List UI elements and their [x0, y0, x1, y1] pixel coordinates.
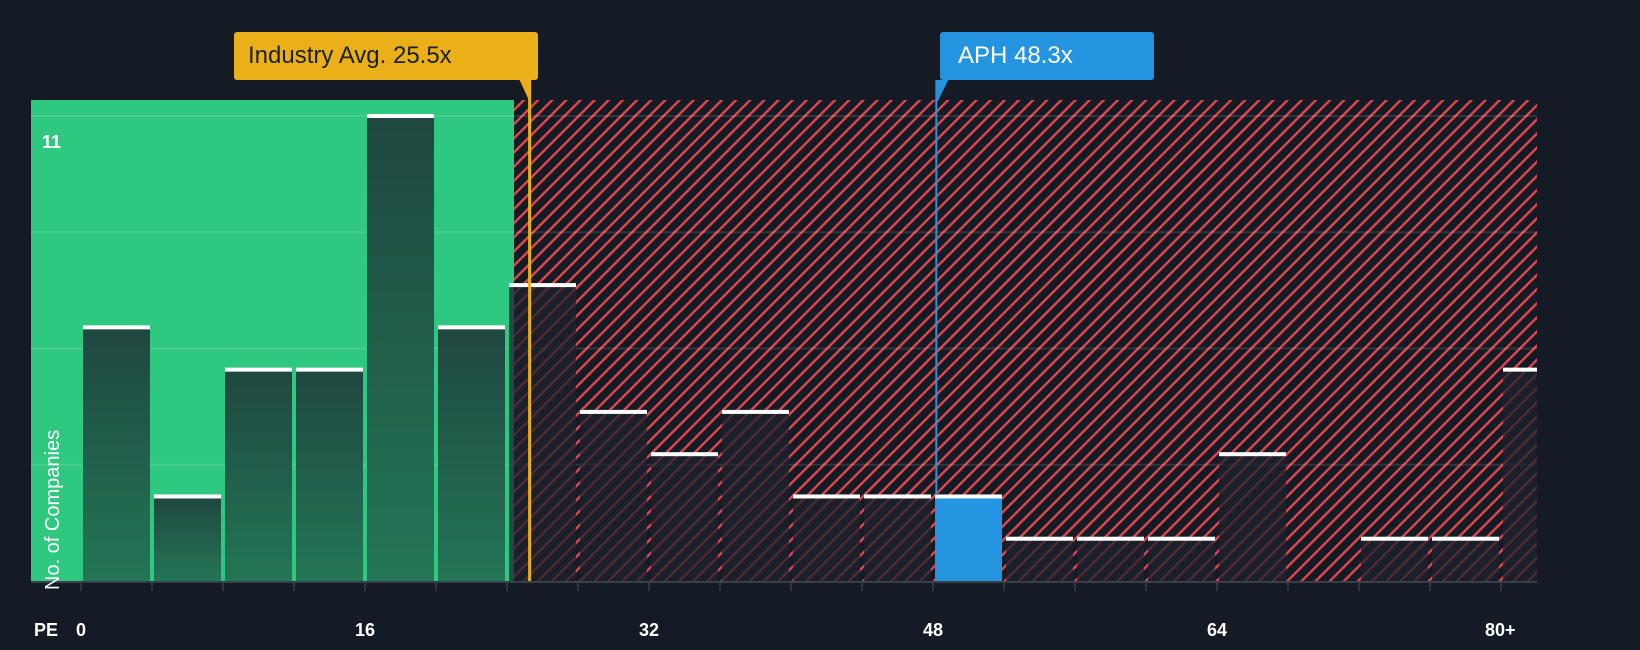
histogram-bar	[438, 327, 505, 581]
bar-cap	[225, 367, 292, 372]
histogram-bar	[793, 496, 860, 581]
bar-cap	[1006, 536, 1073, 541]
bar-cap	[1361, 536, 1428, 541]
marker-lines	[519, 80, 949, 581]
bar-cap	[864, 494, 931, 499]
bar-cap	[438, 325, 505, 330]
histogram-bar	[367, 116, 434, 581]
histogram-bar	[296, 369, 363, 581]
histogram-bar	[225, 369, 292, 581]
bar-cap	[367, 114, 434, 118]
bar-cap	[935, 494, 1002, 499]
bar-cap	[83, 325, 150, 330]
histogram-bar	[1432, 538, 1499, 581]
bar-cap	[793, 494, 860, 499]
industry-label-pointer	[519, 80, 531, 104]
aph-label-pointer	[936, 80, 949, 104]
histogram-bar	[1219, 454, 1286, 581]
x-tick-label: 16	[355, 620, 376, 640]
y-max-label: 11	[42, 132, 62, 152]
bar-cap	[1148, 536, 1215, 541]
x-tick-label: 80+	[1485, 620, 1516, 640]
histogram-bar	[651, 454, 718, 581]
bar-cap	[651, 452, 718, 457]
histogram-bar	[1006, 538, 1073, 581]
histogram-bar	[1077, 538, 1144, 581]
industry-average-label: Industry Avg. 25.5x	[234, 32, 538, 80]
bar-cap	[1077, 536, 1144, 541]
x-tick-label: 0	[76, 620, 87, 640]
histogram-bar	[1503, 369, 1537, 581]
bar-cap	[1432, 536, 1499, 541]
histogram-bar	[580, 411, 647, 581]
x-axis-title: PE	[34, 620, 59, 640]
highlighted-bar	[935, 496, 1002, 581]
bar-cap	[722, 409, 789, 414]
x-tick-label: 32	[639, 620, 660, 640]
histogram-bars	[83, 114, 1537, 581]
x-tick-label: 48	[923, 620, 944, 640]
histogram-bar	[83, 327, 150, 581]
histogram-bar	[722, 411, 789, 581]
y-axis-title: No. of Companies	[42, 429, 64, 590]
histogram-bar	[509, 285, 576, 581]
bar-cap	[154, 494, 221, 499]
bar-cap	[1219, 452, 1286, 457]
histogram-bar	[1148, 538, 1215, 581]
x-tick-label: 64	[1207, 620, 1228, 640]
bar-cap	[580, 409, 647, 414]
bar-cap	[509, 283, 576, 288]
x-axis	[31, 581, 1537, 591]
histogram-bar	[1361, 538, 1428, 581]
aph-pe-label: APH 48.3x	[940, 32, 1154, 80]
bar-cap	[1503, 367, 1537, 372]
bar-cap	[296, 367, 363, 372]
histogram-bar	[864, 496, 931, 581]
histogram-bar	[154, 496, 221, 581]
